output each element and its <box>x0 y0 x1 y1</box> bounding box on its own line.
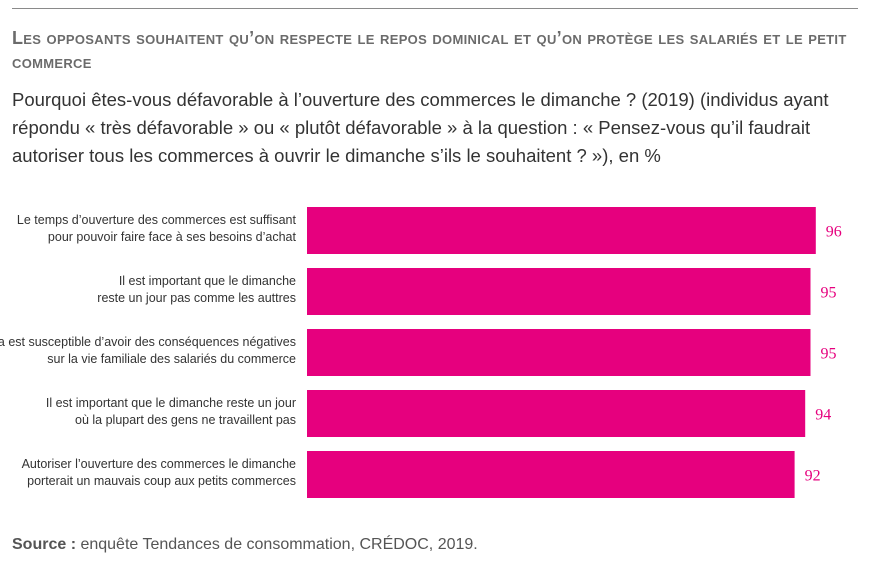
bar-5 <box>307 451 795 498</box>
value-label-3: 95 <box>821 346 837 363</box>
top-rule <box>12 8 858 9</box>
category-label-2: Il est important que le dimanche reste un… <box>97 274 296 305</box>
bar-3 <box>307 329 811 376</box>
category-label-4: Il est important que le dimanche reste u… <box>46 396 296 427</box>
chart-title: Les opposants souhaitent qu’on respecte … <box>12 28 847 72</box>
source-note: Source : enquête Tendances de consommati… <box>12 536 852 554</box>
bar-2 <box>307 268 811 315</box>
value-label-5: 92 <box>805 468 821 485</box>
chart-subtitle: Pourquoi êtes-vous défavorable à l’ouver… <box>12 89 829 166</box>
category-label-5: Autoriser l’ouverture des commerces le d… <box>22 457 296 488</box>
bar-4 <box>307 390 806 437</box>
bar-1 <box>307 207 816 254</box>
source-text: enquête Tendances de consommation, CRÉDO… <box>76 536 478 553</box>
value-label-4: 94 <box>815 407 831 424</box>
category-label-1: Le temps d’ouverture des commerces est s… <box>17 213 297 244</box>
value-label-1: 96 <box>826 224 842 241</box>
category-label-3: Cela est susceptible d’avoir des conséqu… <box>0 335 296 366</box>
bar-chart: 96 Le temps d’ouverture des commerces est… <box>0 207 842 498</box>
source-label: Source : <box>12 536 77 553</box>
value-label-2: 95 <box>821 285 837 302</box>
